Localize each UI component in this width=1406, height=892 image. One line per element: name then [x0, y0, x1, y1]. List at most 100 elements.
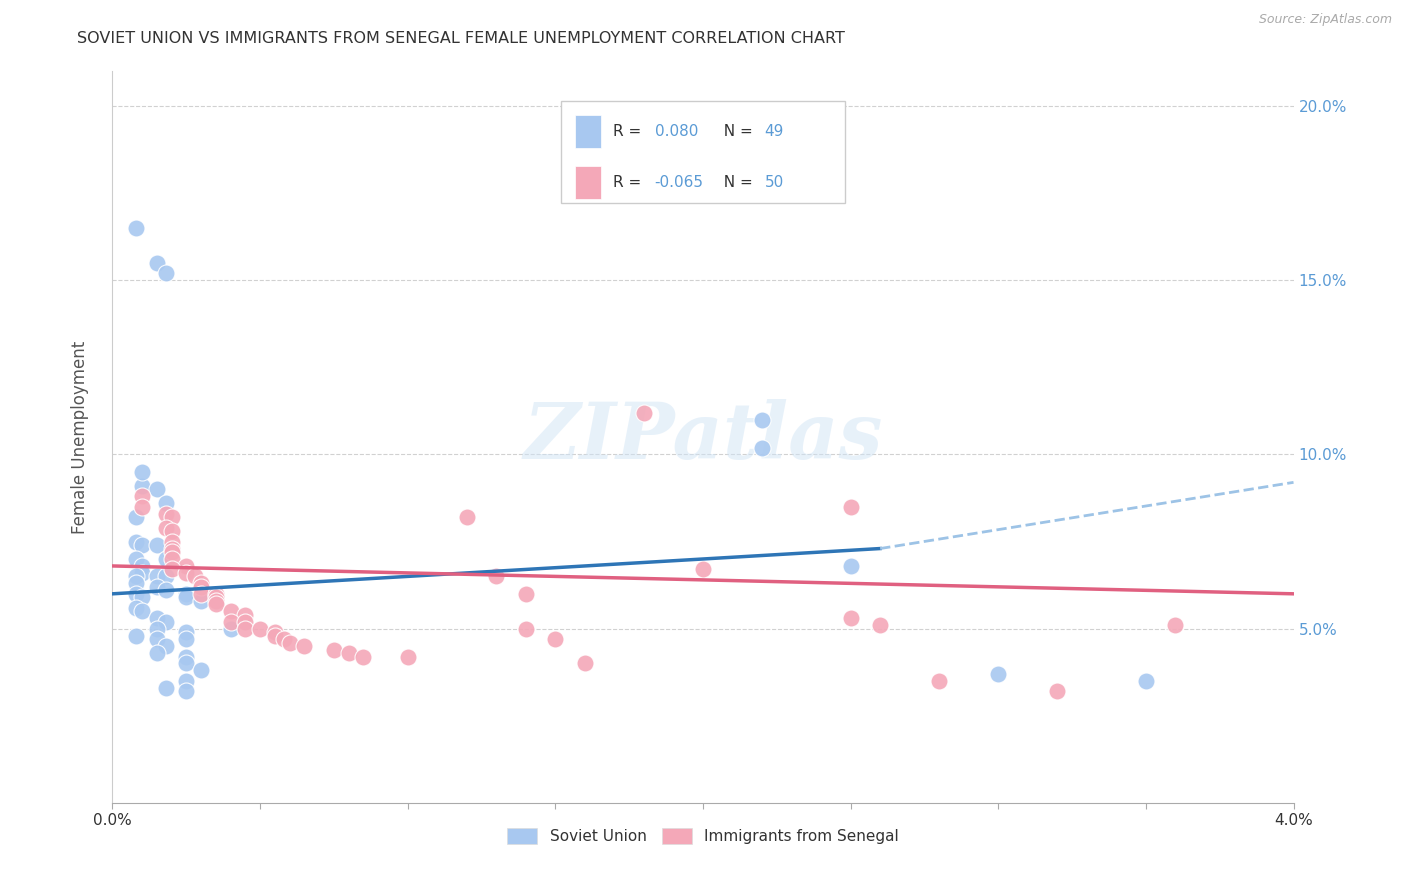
Point [125, 534, 148, 549]
Point [869, 618, 891, 632]
Point [273, 632, 295, 646]
Point [146, 569, 169, 583]
Point [160, 524, 183, 538]
Text: SOVIET UNION VS IMMIGRANTS FROM SENEGAL FEMALE UNEMPLOYMENT CORRELATION CHART: SOVIET UNION VS IMMIGRANTS FROM SENEGAL … [77, 31, 845, 46]
Point [574, 657, 596, 671]
Point [146, 483, 169, 497]
Point [131, 538, 153, 552]
Point [190, 580, 212, 594]
Point [131, 566, 153, 580]
Point [928, 673, 950, 688]
Point [751, 441, 773, 455]
Point [544, 632, 567, 646]
Point [174, 657, 197, 671]
Point [219, 622, 242, 636]
Point [155, 496, 177, 510]
Point [190, 587, 212, 601]
Point [155, 507, 177, 521]
Point [233, 615, 256, 629]
Point [515, 622, 537, 636]
Y-axis label: Female Unemployment: Female Unemployment [70, 341, 89, 533]
Point [1046, 684, 1069, 698]
Point [184, 569, 207, 583]
Point [155, 681, 177, 695]
Point [125, 600, 148, 615]
Point [174, 673, 197, 688]
Point [155, 583, 177, 598]
Point [155, 552, 177, 566]
Point [396, 649, 419, 664]
Point [131, 591, 153, 605]
Point [205, 597, 228, 611]
Point [692, 562, 714, 576]
Point [219, 604, 242, 618]
Point [155, 521, 177, 535]
Point [633, 406, 655, 420]
Point [155, 639, 177, 653]
Text: R =: R = [613, 175, 647, 190]
Point [174, 684, 197, 698]
Point [146, 646, 169, 660]
Text: ZIPatlas: ZIPatlas [523, 399, 883, 475]
Point [264, 629, 287, 643]
Point [125, 569, 148, 583]
Point [125, 576, 148, 591]
Text: Source: ZipAtlas.com: Source: ZipAtlas.com [1258, 13, 1392, 27]
Point [160, 510, 183, 524]
Point [987, 667, 1010, 681]
Point [146, 611, 169, 625]
Point [174, 625, 197, 640]
Point [233, 607, 256, 622]
Text: 0.080: 0.080 [655, 124, 697, 139]
Point [146, 622, 169, 636]
Text: 50: 50 [765, 175, 783, 190]
Point [190, 576, 212, 591]
Point [174, 587, 197, 601]
Point [146, 256, 169, 270]
Point [125, 587, 148, 601]
Text: R =: R = [613, 124, 647, 139]
Point [125, 552, 148, 566]
Point [174, 566, 197, 580]
Point [839, 500, 862, 514]
Point [160, 534, 183, 549]
Point [233, 622, 256, 636]
Point [839, 558, 862, 573]
Point [174, 632, 197, 646]
Point [160, 545, 183, 559]
Point [131, 500, 153, 514]
Point [751, 412, 773, 426]
Point [515, 587, 537, 601]
Point [174, 649, 197, 664]
Point [264, 625, 287, 640]
Point [125, 221, 148, 235]
Text: 49: 49 [765, 124, 783, 139]
Point [205, 594, 228, 608]
Point [125, 510, 148, 524]
Point [155, 615, 177, 629]
FancyBboxPatch shape [575, 166, 602, 199]
Point [160, 562, 183, 576]
Point [249, 622, 271, 636]
Point [456, 510, 478, 524]
Point [174, 591, 197, 605]
Point [146, 580, 169, 594]
Point [160, 552, 183, 566]
Point [131, 604, 153, 618]
Point [146, 632, 169, 646]
Point [131, 558, 153, 573]
FancyBboxPatch shape [575, 115, 602, 148]
Text: -0.065: -0.065 [655, 175, 703, 190]
Point [131, 489, 153, 503]
Point [485, 569, 508, 583]
Point [146, 538, 169, 552]
Point [131, 479, 153, 493]
Point [1164, 618, 1187, 632]
Point [1135, 673, 1157, 688]
Text: N =: N = [714, 124, 758, 139]
Point [125, 629, 148, 643]
Legend: Soviet Union, Immigrants from Senegal: Soviet Union, Immigrants from Senegal [501, 822, 905, 850]
Point [278, 635, 301, 649]
Point [839, 611, 862, 625]
FancyBboxPatch shape [561, 101, 845, 203]
